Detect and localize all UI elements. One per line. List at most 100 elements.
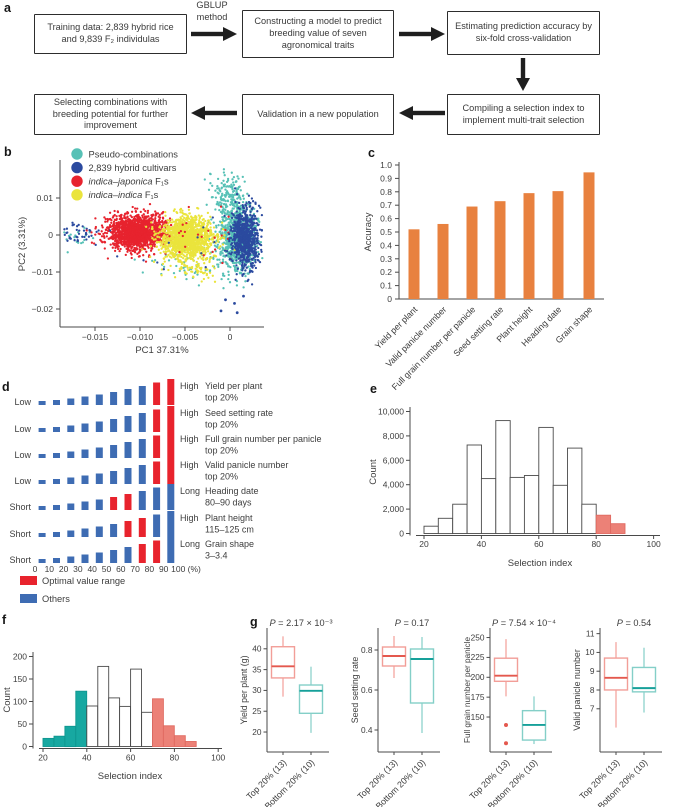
data-point bbox=[208, 257, 212, 261]
data-point bbox=[149, 231, 153, 234]
data-point bbox=[128, 235, 132, 238]
legend-label-italic: indica–japonica bbox=[89, 177, 153, 187]
data-point bbox=[195, 240, 198, 243]
data-point bbox=[132, 239, 135, 242]
data-point bbox=[151, 237, 154, 240]
data-point bbox=[178, 250, 181, 254]
data-point bbox=[221, 258, 225, 261]
data-point bbox=[188, 266, 192, 269]
data-point bbox=[148, 224, 151, 228]
data-point bbox=[123, 214, 126, 217]
data-point bbox=[221, 252, 224, 255]
data-point bbox=[257, 250, 260, 254]
data-point bbox=[103, 236, 106, 239]
data-point bbox=[216, 177, 220, 181]
data-point bbox=[232, 235, 236, 238]
data-point bbox=[244, 230, 247, 234]
data-point bbox=[231, 230, 234, 233]
data-point bbox=[220, 202, 223, 205]
data-point bbox=[188, 256, 191, 260]
data-point bbox=[188, 212, 191, 215]
data-point bbox=[139, 210, 142, 214]
data-point bbox=[187, 217, 191, 220]
legend-label-text: F₁s bbox=[153, 177, 169, 187]
legend-label-text: 2,839 hybrid cultivars bbox=[89, 163, 177, 173]
data-point bbox=[212, 221, 215, 224]
data-point bbox=[251, 208, 254, 211]
data-point bbox=[112, 222, 116, 225]
panel-label-d: d bbox=[2, 380, 10, 394]
data-point bbox=[138, 233, 142, 237]
trait-bar bbox=[67, 425, 75, 432]
data-point bbox=[210, 218, 213, 221]
data-point bbox=[133, 207, 137, 210]
data-point bbox=[184, 224, 188, 228]
y-axis-title: Accuracy bbox=[363, 212, 374, 251]
data-point bbox=[197, 230, 200, 233]
data-point bbox=[146, 209, 150, 213]
data-point bbox=[235, 269, 238, 272]
data-point bbox=[193, 239, 196, 242]
data-point bbox=[235, 234, 238, 238]
data-point bbox=[191, 251, 194, 255]
data-point bbox=[198, 219, 201, 222]
data-point bbox=[66, 239, 69, 242]
data-point bbox=[69, 233, 72, 236]
data-point bbox=[161, 217, 165, 220]
data-point bbox=[185, 237, 188, 240]
data-point bbox=[90, 241, 94, 244]
data-point bbox=[259, 241, 263, 244]
data-point bbox=[144, 219, 147, 222]
data-point bbox=[159, 251, 162, 255]
data-point bbox=[228, 184, 231, 188]
data-point bbox=[147, 220, 151, 224]
trait-bar bbox=[95, 499, 103, 510]
data-point bbox=[136, 252, 139, 255]
data-point bbox=[191, 270, 194, 273]
data-point bbox=[200, 228, 203, 232]
data-point bbox=[235, 203, 239, 207]
data-point bbox=[145, 239, 148, 242]
data-point bbox=[144, 209, 147, 213]
data-point bbox=[181, 223, 184, 226]
data-point bbox=[249, 234, 253, 238]
data-point bbox=[182, 254, 185, 257]
data-point bbox=[63, 228, 66, 231]
data-point bbox=[182, 244, 185, 248]
data-point bbox=[242, 222, 246, 225]
data-point bbox=[237, 232, 240, 235]
data-point bbox=[239, 240, 242, 243]
data-point bbox=[221, 210, 224, 213]
data-point bbox=[224, 188, 227, 191]
data-point bbox=[231, 190, 235, 193]
data-point bbox=[250, 232, 253, 236]
data-point bbox=[208, 172, 212, 175]
data-point bbox=[145, 250, 148, 253]
trait-bar bbox=[95, 421, 103, 432]
data-point bbox=[179, 211, 182, 214]
trait-bar bbox=[95, 447, 103, 458]
trait-bar bbox=[38, 428, 46, 432]
data-point bbox=[213, 236, 216, 239]
data-point bbox=[141, 225, 144, 228]
data-point bbox=[247, 278, 250, 281]
data-point bbox=[218, 258, 221, 261]
data-point bbox=[113, 233, 116, 237]
row-trait-range: top 20% bbox=[205, 446, 238, 456]
data-point bbox=[195, 260, 198, 264]
data-point bbox=[223, 234, 226, 237]
flowchart-box-selecting: Selecting combinations with breeding pot… bbox=[34, 94, 187, 135]
data-point bbox=[142, 238, 145, 241]
data-point bbox=[253, 243, 256, 246]
data-point bbox=[260, 250, 263, 253]
data-point bbox=[201, 223, 205, 226]
data-point bbox=[227, 277, 230, 281]
y-tick-label: 0.1 bbox=[380, 281, 392, 291]
data-point bbox=[246, 192, 249, 195]
data-point bbox=[146, 211, 149, 215]
data-point bbox=[200, 238, 203, 241]
data-point bbox=[241, 261, 244, 264]
data-point bbox=[248, 220, 251, 223]
data-point bbox=[207, 229, 210, 232]
y-tick-label: 0.4 bbox=[380, 240, 392, 250]
